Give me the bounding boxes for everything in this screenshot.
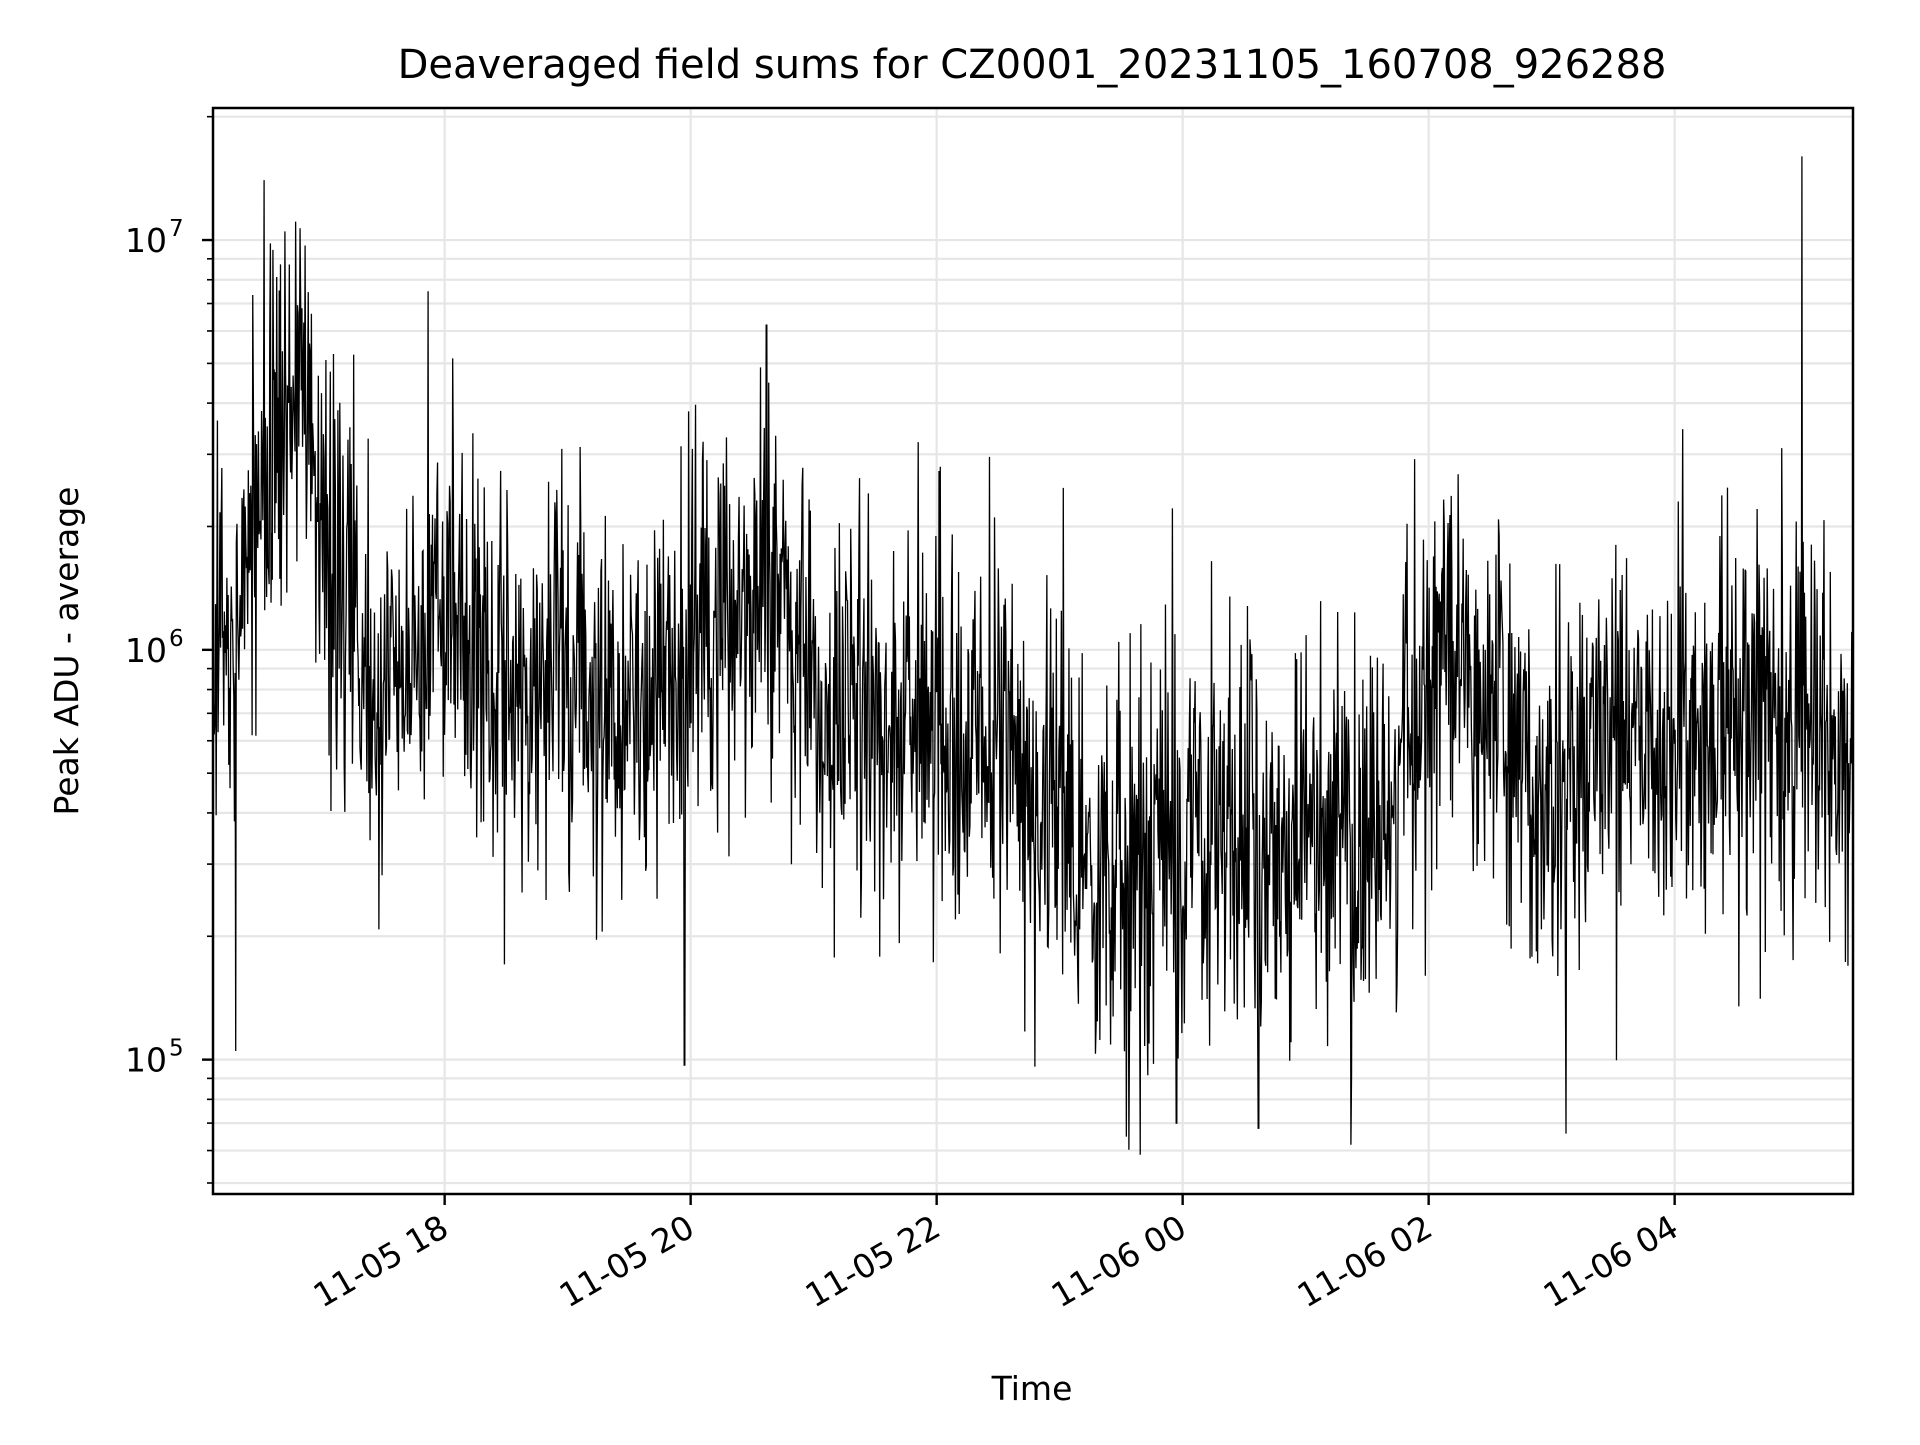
y-tick-exponent: 7 xyxy=(169,216,184,242)
chart-title: Deaveraged field sums for CZ0001_2023110… xyxy=(398,42,1667,88)
x-axis-label: Time xyxy=(991,1369,1073,1408)
y-tick-label: 10 xyxy=(125,631,167,670)
series-line xyxy=(212,156,1854,1155)
y-tick-exponent: 6 xyxy=(169,626,184,652)
y-tick-label: 10 xyxy=(125,1041,167,1080)
y-tick-exponent: 5 xyxy=(169,1036,184,1062)
y-axis-label: Peak ADU - average xyxy=(47,487,86,816)
y-tick-label: 10 xyxy=(125,221,167,260)
data-series xyxy=(212,156,1854,1155)
